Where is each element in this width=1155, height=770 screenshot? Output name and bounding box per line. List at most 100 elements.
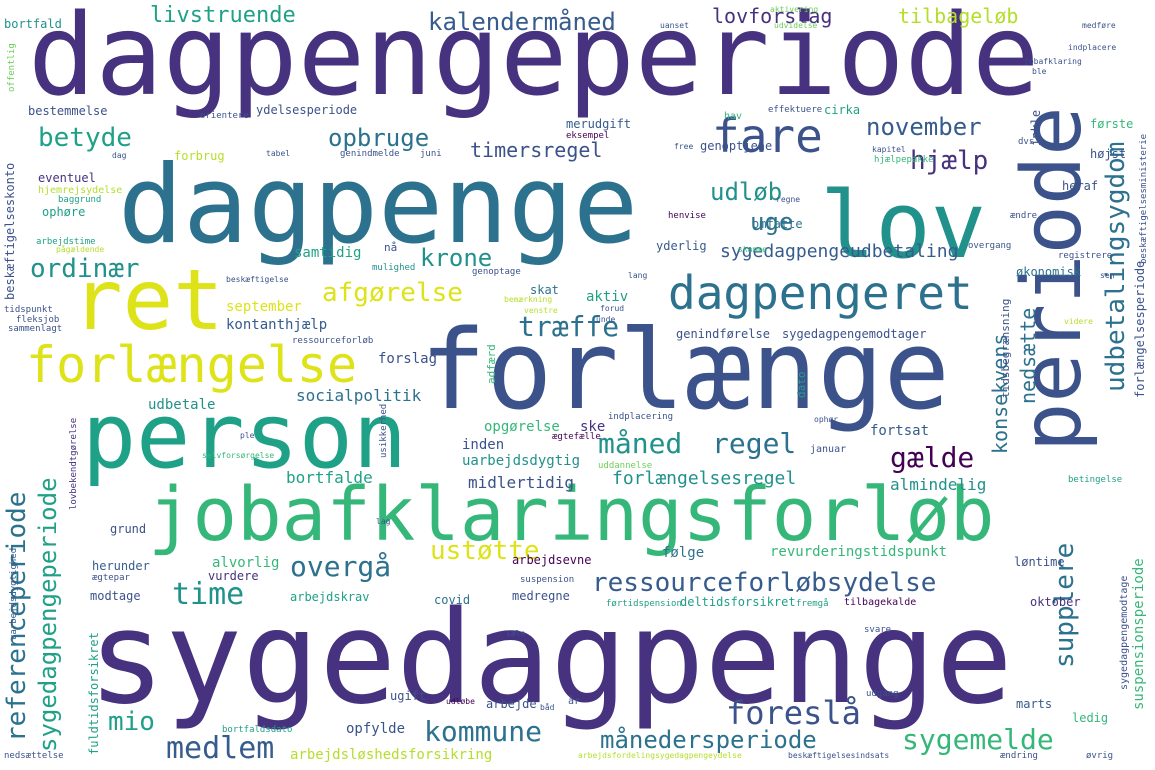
- word: udvidelse: [774, 21, 818, 30]
- word: sæle: [506, 629, 526, 638]
- word: person: [82, 384, 408, 489]
- word: ophøre: [42, 205, 86, 219]
- word: jobafklaringsforløb: [148, 472, 995, 558]
- word: beskæftigelseskonto: [3, 162, 17, 300]
- word: herunder: [92, 559, 150, 573]
- word: tilbageløb: [898, 4, 1019, 28]
- word: ydelsesperiode: [256, 103, 358, 117]
- word: revurderingstidspunkt: [770, 544, 948, 560]
- word: overgå: [290, 550, 392, 583]
- word: skat: [530, 283, 559, 297]
- word: september: [226, 299, 302, 315]
- word: uge: [750, 208, 794, 236]
- word: krone: [420, 244, 493, 272]
- word: genindmelde: [340, 149, 400, 159]
- word: alvorlig: [212, 555, 280, 571]
- word: kalendermåned: [428, 8, 616, 36]
- word: adfærd: [485, 344, 498, 384]
- word: indplacering: [608, 412, 674, 422]
- word: ophør: [814, 415, 839, 424]
- word: sygemelde: [902, 723, 1054, 756]
- word: selvforsørgelse: [202, 451, 275, 460]
- word: dag: [112, 151, 127, 160]
- word: eksempel: [566, 131, 610, 141]
- word: ændre: [1010, 211, 1038, 221]
- word: overgang: [968, 241, 1012, 251]
- word: sen: [1100, 271, 1115, 280]
- word: følge: [662, 545, 705, 561]
- word: juni: [420, 149, 442, 159]
- word: covid: [434, 593, 471, 607]
- word: offentlig: [7, 43, 17, 92]
- word: lang: [628, 271, 648, 280]
- word: fuldtidsforsikret: [87, 632, 101, 755]
- word: øvrig: [1086, 751, 1114, 761]
- word: hjælp: [910, 146, 989, 176]
- word: fremgå: [796, 599, 829, 609]
- word: udgang: [866, 689, 899, 699]
- word: skamme: [738, 245, 767, 254]
- word: hav: [724, 111, 743, 122]
- word: dagpengeret: [668, 266, 973, 320]
- word: sygedagpengemodtage: [1119, 575, 1130, 690]
- word: heraf: [1062, 179, 1099, 193]
- word: mulighed: [372, 263, 416, 273]
- word: beskæftigelse: [226, 275, 289, 284]
- word: oktober: [1030, 595, 1081, 609]
- word: ressourceforløb: [292, 336, 374, 346]
- word: registrere: [1058, 251, 1113, 261]
- word: ble: [1032, 67, 1047, 76]
- word: arbejdsevne: [512, 553, 592, 567]
- word: ægtefælle: [552, 432, 601, 442]
- word: aktivering: [770, 5, 819, 14]
- word: båd: [540, 703, 555, 712]
- word: udløb: [710, 178, 783, 206]
- word: hjælpepakke: [874, 155, 934, 165]
- word: kapitel: [872, 145, 906, 154]
- word: foreslå: [726, 694, 861, 732]
- word: time: [172, 577, 245, 612]
- word: ressourceforløbsydelse: [592, 568, 937, 598]
- word: tidspunkt: [4, 305, 53, 315]
- word: svare: [864, 625, 892, 635]
- word: forlænge: [420, 306, 950, 434]
- word: genindførelse: [676, 327, 770, 341]
- word: højst: [1090, 147, 1127, 161]
- word: omfatte: [752, 217, 803, 231]
- word: almindelig: [890, 475, 987, 494]
- word: vurdere: [208, 569, 259, 583]
- word: genoptjene: [700, 139, 773, 153]
- word: beskæftigelsesministerie: [1139, 133, 1149, 264]
- word: kommune: [424, 715, 543, 748]
- word: beskæftigelsesindsats: [788, 751, 890, 760]
- word: regel: [712, 427, 797, 460]
- word: deltidsforsikret: [680, 595, 796, 609]
- word: forslag: [378, 351, 438, 367]
- word: første: [1090, 117, 1134, 131]
- word: ugift: [390, 689, 427, 703]
- word: ple: [240, 431, 255, 440]
- word: inden: [462, 437, 505, 453]
- word: afgørelse: [322, 278, 463, 308]
- word: medføre: [1082, 21, 1116, 30]
- word: ustøtte: [430, 536, 540, 566]
- word: unde: [596, 315, 616, 324]
- word: kontanthjælp: [226, 317, 328, 333]
- word: lag: [376, 517, 391, 526]
- word: dvs: [1018, 137, 1035, 147]
- word: samtidig: [294, 245, 362, 261]
- word: orientere: [200, 111, 249, 121]
- word: træffe: [518, 310, 620, 343]
- word: arbejdsfordelingsygedagpengeydelse: [578, 751, 742, 760]
- word: lov: [820, 172, 987, 279]
- word: eventuel: [38, 171, 96, 185]
- word: opgørelse: [484, 419, 560, 435]
- word: bestemmelse: [28, 104, 108, 118]
- word: sygedagpengeudbetaling: [720, 241, 959, 262]
- word: pågældende: [56, 245, 105, 254]
- word: yderlig: [656, 239, 707, 253]
- word: ret: [72, 251, 224, 349]
- word: opbruge: [328, 124, 430, 152]
- word: uarbejdsdygtig: [462, 453, 581, 469]
